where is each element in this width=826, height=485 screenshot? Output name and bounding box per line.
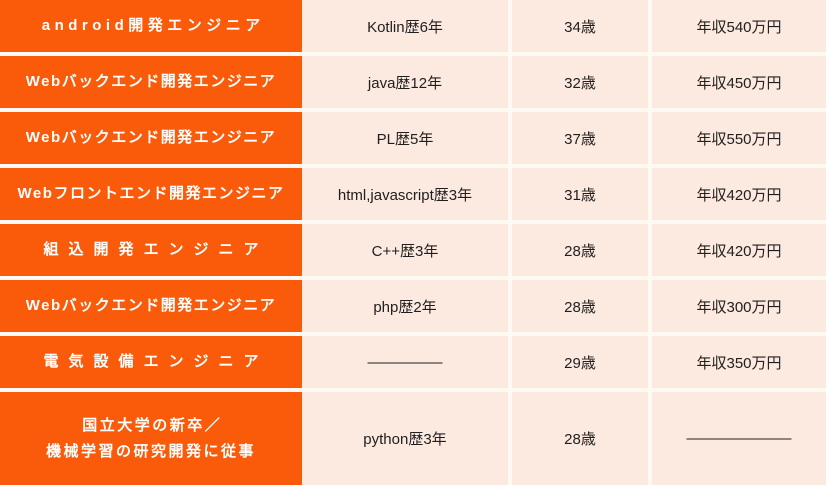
role-cell: Webフロントエンド開発エンジニア [0,168,302,220]
table-row: 国立大学の新卒／ 機械学習の研究開発に従事 python歴3年 28歳 ――――… [0,392,826,485]
age-cell: 32歳 [512,56,648,108]
role-cell: 電気設備エンジニア [0,336,302,388]
age-cell: 34歳 [512,0,648,52]
salary-cell: 年収300万円 [652,280,826,332]
table-row: Webフロントエンド開発エンジニア html,javascript歴3年 31歳… [0,168,826,220]
salary-cell: 年収420万円 [652,168,826,220]
experience-cell: ――――― [302,336,508,388]
role-cell: Webバックエンド開発エンジニア [0,112,302,164]
age-cell: 31歳 [512,168,648,220]
salary-cell: 年収450万円 [652,56,826,108]
experience-cell: python歴3年 [302,392,508,485]
salary-cell: ――――――― [652,392,826,485]
role-cell: android開発エンジニア [0,0,302,52]
table-row: Webバックエンド開発エンジニア java歴12年 32歳 年収450万円 [0,56,826,108]
table-row: Webバックエンド開発エンジニア php歴2年 28歳 年収300万円 [0,280,826,332]
salary-cell: 年収350万円 [652,336,826,388]
salary-cell: 年収540万円 [652,0,826,52]
age-cell: 28歳 [512,224,648,276]
experience-cell: C++歴3年 [302,224,508,276]
role-cell: 国立大学の新卒／ 機械学習の研究開発に従事 [0,392,302,485]
age-cell: 29歳 [512,336,648,388]
table-row: 電気設備エンジニア ――――― 29歳 年収350万円 [0,336,826,388]
role-cell: 組込開発エンジニア [0,224,302,276]
age-cell: 37歳 [512,112,648,164]
experience-cell: PL歴5年 [302,112,508,164]
table-row: android開発エンジニア Kotlin歴6年 34歳 年収540万円 [0,0,826,52]
experience-cell: php歴2年 [302,280,508,332]
table-row: Webバックエンド開発エンジニア PL歴5年 37歳 年収550万円 [0,112,826,164]
role-cell: Webバックエンド開発エンジニア [0,56,302,108]
experience-cell: java歴12年 [302,56,508,108]
age-cell: 28歳 [512,280,648,332]
role-cell: Webバックエンド開発エンジニア [0,280,302,332]
experience-cell: html,javascript歴3年 [302,168,508,220]
experience-cell: Kotlin歴6年 [302,0,508,52]
age-cell: 28歳 [512,392,648,485]
salary-cell: 年収420万円 [652,224,826,276]
salary-cell: 年収550万円 [652,112,826,164]
table-row: 組込開発エンジニア C++歴3年 28歳 年収420万円 [0,224,826,276]
